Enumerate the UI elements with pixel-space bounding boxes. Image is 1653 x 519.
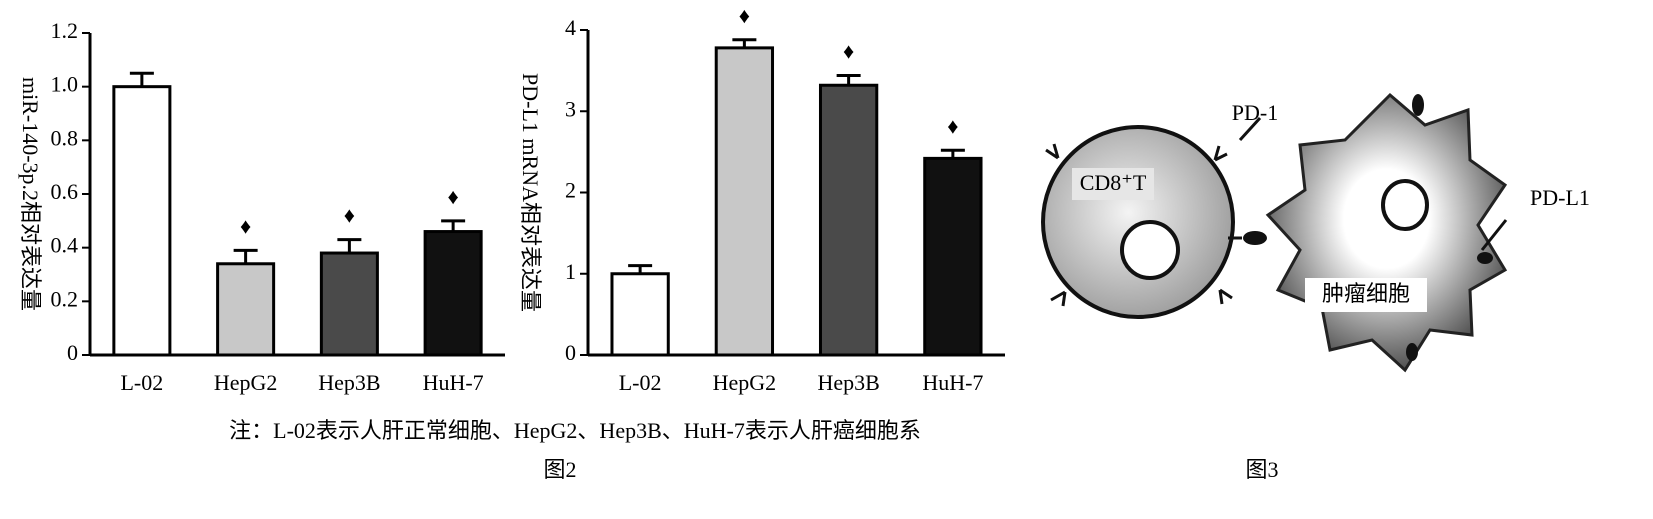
bar [714, 46, 775, 357]
significance-marker: ♦ [843, 39, 854, 64]
y-tick-label: 0 [565, 340, 576, 365]
ligand [1243, 231, 1267, 245]
bar [319, 251, 379, 357]
y-tick-label: 1.2 [51, 18, 79, 43]
nucleus [1381, 179, 1429, 231]
t-cell [1041, 125, 1235, 319]
receptor [1050, 290, 1067, 307]
y-tick-label: 1 [565, 259, 576, 284]
y-tick-label: 0 [67, 340, 78, 365]
y-tick-label: 0.6 [51, 179, 79, 204]
receptor [1045, 143, 1060, 160]
y-axis-label: PD-L1 mRNA相对表达量 [518, 73, 543, 312]
significance-marker: ♦ [947, 113, 958, 138]
pd1-label: PD-1 [1232, 100, 1278, 125]
bar [610, 272, 670, 357]
significance-marker: ♦ [448, 184, 459, 209]
y-tick-label: 3 [565, 96, 576, 121]
figure-label: 图2 [543, 457, 576, 482]
arrow [1480, 219, 1508, 251]
note: 注：L-02表示人肝正常细胞、HepG2、Hep3B、HuH-7表示人肝癌细胞系 [229, 418, 921, 443]
x-tick-label: Hep3B [817, 370, 879, 395]
y-tick-label: 0.8 [51, 125, 79, 150]
bar [112, 85, 172, 357]
y-tick-label: 4 [565, 15, 576, 40]
y-tick-label: 0.4 [51, 233, 79, 258]
bar [818, 83, 879, 357]
ligand [1477, 252, 1493, 264]
ligand [1412, 94, 1424, 116]
bar [216, 262, 276, 357]
pdl1-label: PD-L1 [1530, 185, 1590, 210]
significance-marker: ♦ [739, 3, 750, 28]
x-tick-label: HuH-7 [423, 370, 484, 395]
label-box [1072, 168, 1154, 200]
x-tick-label: L-02 [619, 370, 662, 395]
nucleus [1120, 220, 1180, 280]
x-tick-label: HepG2 [713, 370, 777, 395]
arrow [1238, 116, 1262, 142]
y-tick-label: 0.2 [51, 286, 79, 311]
y-axis-label: miR-140-3p.2相对表达量 [18, 77, 43, 311]
bar [923, 156, 983, 357]
significance-marker: ♦ [240, 213, 251, 238]
receptor [1218, 288, 1233, 305]
ligand [1406, 343, 1418, 361]
x-tick-label: HuH-7 [922, 370, 983, 395]
y-tick-label: 1.0 [51, 72, 79, 97]
t-cell-label: CD8⁺T [1080, 170, 1147, 195]
receptor [1213, 145, 1228, 162]
figure-label: 图3 [1245, 457, 1278, 482]
tumor-label: 肿瘤细胞 [1322, 281, 1410, 306]
tumor-cell [1265, 92, 1508, 373]
x-tick-label: HepG2 [214, 370, 278, 395]
x-tick-label: L-02 [120, 370, 163, 395]
y-tick-label: 2 [565, 178, 576, 203]
label-box [1305, 278, 1427, 312]
x-tick-label: Hep3B [318, 370, 380, 395]
bar [423, 230, 483, 357]
diagram: CD8⁺T PD-1 PD-L1 肿瘤细胞 [1041, 92, 1590, 373]
significance-marker: ♦ [344, 203, 355, 228]
